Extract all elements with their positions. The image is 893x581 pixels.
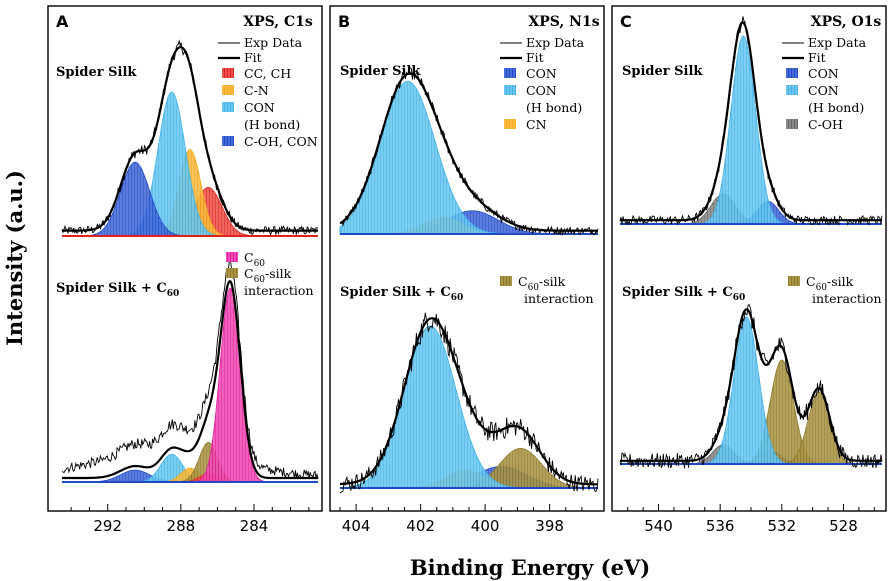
- legend-label: Fit: [244, 50, 262, 65]
- x-tick-label: 528: [829, 517, 858, 535]
- legend-label: (H bond): [808, 100, 864, 115]
- legend-label: interaction: [524, 291, 594, 306]
- legend-label: Exp Data: [808, 35, 867, 50]
- x-tick-label: 536: [706, 517, 735, 535]
- x-tick-label: 402: [406, 517, 435, 535]
- legend-label: CON: [808, 83, 839, 98]
- x-tick-label: 288: [167, 517, 196, 535]
- legend-label: C-OH, CON: [244, 134, 318, 149]
- exp-data-curve: [61, 258, 319, 479]
- sample-label-lower: Spider Silk + C60: [622, 285, 745, 303]
- legend-swatch-hatch: [500, 276, 512, 286]
- x-tick-label: 292: [93, 517, 122, 535]
- sample-label-upper: Spider Silk: [56, 65, 137, 80]
- panel-c: C XPS, O1s Spider Silk Spider Silk + C60 Exp…: [611, 5, 887, 535]
- legend-swatch-hatch: [504, 85, 516, 95]
- legend-label: CON: [808, 66, 839, 81]
- legend-swatch-hatch: [788, 276, 800, 286]
- legend-label: interaction: [244, 283, 314, 298]
- y-axis-label: Intensity (a.u.): [2, 170, 27, 346]
- legend-label: (H bond): [244, 117, 300, 132]
- sample-label-lower: Spider Silk + C60: [56, 281, 179, 299]
- legend-label: CN: [526, 117, 547, 132]
- legend-label: CON: [526, 83, 557, 98]
- panel-frame: [329, 5, 605, 512]
- legend-swatch-hatch: [222, 68, 234, 78]
- legend-label: CON: [244, 100, 275, 115]
- upper-spectrum: [339, 67, 599, 237]
- exp-data-curve: [339, 67, 599, 237]
- sample-label-upper: Spider Silk: [622, 64, 703, 79]
- legend-swatch-hatch: [786, 119, 798, 129]
- panel-a: A XPS, C1s Spider Silk Spider Silk + C60 Exp…: [47, 5, 323, 535]
- legend-label: C60-silk: [518, 274, 566, 293]
- panel-title: XPS, C1s: [243, 14, 313, 30]
- peak-hatch: [62, 441, 318, 483]
- panel-letter: C: [620, 12, 632, 31]
- legend-label: Fit: [808, 50, 826, 65]
- x-tick-label: 398: [535, 517, 564, 535]
- legend-label: Exp Data: [244, 35, 303, 50]
- peak-c60: [62, 288, 318, 482]
- legend-swatch-hatch: [786, 85, 798, 95]
- peak-hatch: [620, 316, 882, 465]
- legend-swatch-hatch: [226, 252, 238, 262]
- lower-spectrum: [339, 312, 599, 494]
- panel-letter: B: [338, 12, 350, 31]
- legend-label: interaction: [812, 291, 882, 306]
- exp-data-curve: [619, 303, 883, 469]
- legend-label: Fit: [526, 50, 544, 65]
- legend-label: C-OH: [808, 117, 843, 132]
- x-tick-label: 400: [471, 517, 500, 535]
- upper-spectrum: [619, 16, 883, 226]
- legend-swatch-hatch: [504, 119, 516, 129]
- legend-swatch-hatch: [504, 68, 516, 78]
- panel-frame: [611, 5, 887, 512]
- lower-spectrum: [619, 303, 883, 469]
- panel-b: B XPS, N1s Spider Silk Spider Silk + C60 Exp…: [329, 5, 605, 535]
- sample-label-upper: Spider Silk: [340, 64, 421, 79]
- legend-label: CON: [526, 66, 557, 81]
- legend-label: C60: [244, 250, 265, 269]
- upper-spectrum: [61, 39, 319, 237]
- legend-label: C60-silk: [806, 274, 854, 293]
- legend-label: CC, CH: [244, 66, 291, 81]
- x-tick-label: 532: [768, 517, 797, 535]
- legend-swatch-hatch: [786, 68, 798, 78]
- sample-label-lower: Spider Silk + C60: [340, 285, 463, 303]
- legend-swatch-hatch: [222, 102, 234, 112]
- panel-frame: [47, 5, 323, 512]
- exp-data-curve: [339, 312, 599, 494]
- x-axis-label: Binding Energy (eV): [410, 555, 650, 580]
- peak-hatch: [62, 287, 318, 483]
- legend-label: Exp Data: [526, 35, 585, 50]
- x-tick-label: 404: [342, 517, 371, 535]
- lower-spectrum: [61, 258, 319, 483]
- legend-label: C60-silk: [244, 266, 292, 285]
- legend-label: C-N: [244, 83, 269, 98]
- legend-label: (H bond): [526, 100, 582, 115]
- legend-swatch-hatch: [226, 268, 238, 278]
- panel-letter: A: [56, 12, 69, 31]
- panels: A XPS, C1s Spider Silk Spider Silk + C60 Exp…: [47, 5, 887, 535]
- x-tick-label: 540: [644, 517, 673, 535]
- legend-swatch-hatch: [222, 85, 234, 95]
- fit-curve: [62, 280, 318, 480]
- legend-swatch-hatch: [222, 136, 234, 146]
- panel-title: XPS, N1s: [528, 14, 599, 30]
- exp-data-curve: [61, 39, 319, 236]
- exp-data-curve: [619, 16, 883, 226]
- x-tick-label: 284: [240, 517, 269, 535]
- panel-title: XPS, O1s: [811, 14, 882, 30]
